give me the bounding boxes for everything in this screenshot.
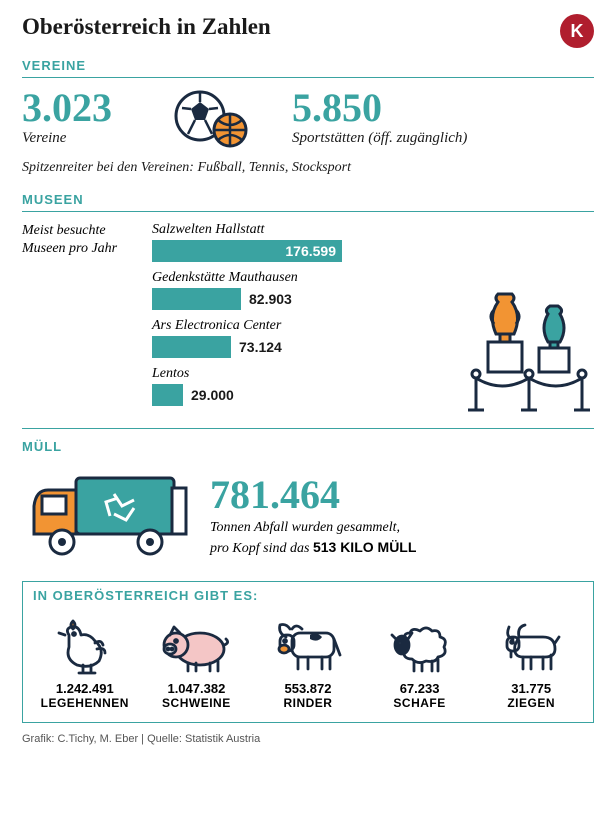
- animal-item-hen: 1.242.491 LEGEHENNEN: [29, 615, 141, 710]
- vereine-row: 3.023 Vereine 5.850 Sportstätten (öff. z…: [22, 88, 594, 148]
- cow-icon: [272, 615, 344, 675]
- muell-number: 781.464: [210, 475, 594, 515]
- garbage-truck-icon: [22, 464, 192, 569]
- animal-count: 1.242.491: [56, 681, 114, 696]
- museum-bar-item: Salzwelten Hallstatt 176.599: [152, 222, 454, 262]
- museen-intro: Meist besuchte Museen pro Jahr: [22, 222, 142, 414]
- brand-logo: K: [560, 14, 594, 48]
- animal-item-sheep: 67.233 SCHAFE: [364, 615, 476, 710]
- muell-desc: Tonnen Abfall wurden gesammelt, pro Kopf…: [210, 519, 594, 559]
- museum-bar-value: 73.124: [239, 339, 282, 355]
- vereine-count-label: Vereine: [22, 130, 152, 147]
- sports-balls-icon: [162, 88, 262, 148]
- animal-label: SCHAFE: [393, 696, 445, 710]
- museum-bar-fill: [152, 336, 231, 358]
- museum-bar-item: Gedenkstätte Mauthausen 82.903: [152, 270, 454, 310]
- section-vereine-label: VEREINE: [22, 58, 594, 78]
- section-animals-label: IN OBERÖSTERREICH GIBT ES:: [22, 581, 594, 605]
- museum-vases-icon: [464, 222, 594, 414]
- section-muell-label: MÜLL: [22, 439, 594, 458]
- museum-bar-label: Salzwelten Hallstatt: [152, 222, 454, 238]
- animal-item-pig: 1.047.382 SCHWEINE: [141, 615, 253, 710]
- museum-bar-fill: [152, 288, 241, 310]
- sport-count-label: Sportstätten (öff. zugänglich): [292, 130, 594, 147]
- animal-item-goat: 31.775 ZIEGEN: [475, 615, 587, 710]
- museum-bar-value: 29.000: [191, 387, 234, 403]
- museum-bar-label: Gedenkstätte Mauthausen: [152, 270, 454, 286]
- divider: [22, 428, 594, 429]
- animal-count: 553.872: [284, 681, 331, 696]
- animals-row: 1.242.491 LEGEHENNEN 1.047.382 SCHWEINE …: [22, 605, 594, 723]
- sheep-icon: [388, 615, 452, 675]
- animal-label: SCHWEINE: [162, 696, 231, 710]
- animal-item-cow: 553.872 RINDER: [252, 615, 364, 710]
- section-museen-label: MUSEEN: [22, 192, 594, 212]
- credit-line: Grafik: C.Tichy, M. Eber | Quelle: Stati…: [0, 723, 616, 755]
- vereine-caption: Spitzenreiter bei den Vereinen: Fußball,…: [22, 160, 594, 176]
- museum-bar-label: Lentos: [152, 366, 454, 382]
- animal-label: LEGEHENNEN: [41, 696, 129, 710]
- museum-bar-item: Ars Electronica Center 73.124: [152, 318, 454, 358]
- museum-bar-item: Lentos 29.000: [152, 366, 454, 406]
- animal-label: RINDER: [283, 696, 332, 710]
- museum-bar-label: Ars Electronica Center: [152, 318, 454, 334]
- animal-count: 1.047.382: [167, 681, 225, 696]
- pig-icon: [160, 615, 232, 675]
- animal-count: 31.775: [511, 681, 551, 696]
- museum-bar-fill: [152, 384, 183, 406]
- sport-count: 5.850: [292, 88, 594, 128]
- goat-icon: [499, 615, 563, 675]
- vereine-count: 3.023: [22, 88, 152, 128]
- animal-label: ZIEGEN: [507, 696, 555, 710]
- museum-bar-fill: 176.599: [152, 240, 342, 262]
- hen-icon: [55, 615, 115, 675]
- page-title: Oberösterreich in Zahlen: [22, 14, 271, 40]
- museen-bars: Salzwelten Hallstatt 176.599 Gedenkstätte …: [152, 222, 454, 414]
- animal-count: 67.233: [400, 681, 440, 696]
- museum-bar-value: 82.903: [249, 291, 292, 307]
